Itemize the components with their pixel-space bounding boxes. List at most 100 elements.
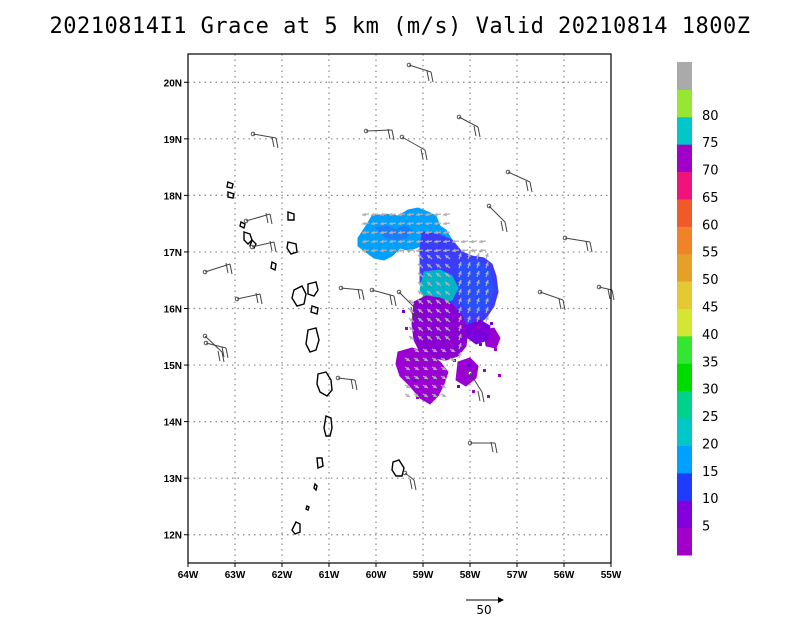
wind-vector-head (476, 253, 480, 257)
grid (188, 54, 611, 563)
wind-vector-head (485, 271, 489, 275)
wind-barb-staff (404, 472, 415, 481)
wind-barb-staff (398, 291, 416, 309)
wind-vector (422, 384, 429, 389)
wind-vector-head (380, 239, 384, 244)
island-outline (291, 521, 301, 535)
wind-vector (458, 270, 462, 278)
wind-vector (415, 239, 424, 244)
wind-vector-head (418, 291, 422, 295)
island-outline (243, 231, 253, 245)
wind-vector (458, 315, 462, 323)
wind-vector-head (458, 316, 462, 320)
island-outline (287, 211, 295, 221)
y-tick-label: 17N (164, 248, 182, 259)
wind-vector (449, 357, 456, 362)
wind-vector (370, 230, 379, 235)
y-tick-label: 19N (164, 135, 182, 146)
wind-vector (435, 317, 442, 323)
wind-vector-head (470, 248, 474, 253)
wind-vector-head (398, 230, 402, 235)
wind-vector-head (371, 212, 375, 217)
wind-vector-head (470, 239, 474, 244)
wind-vector-head (427, 291, 431, 295)
wind-vector (444, 254, 451, 260)
wind-vector (397, 221, 406, 226)
wind-barbs (202, 62, 615, 491)
wind-barb-feather (525, 180, 529, 192)
wind-vector (408, 299, 415, 305)
wind-vector (442, 221, 451, 226)
colorbar-label: 45 (702, 301, 719, 316)
wind-barb-feather (361, 289, 365, 301)
wind-vector-head (442, 393, 446, 397)
wind-vector (424, 239, 433, 244)
wind-vector-head (409, 327, 413, 331)
wind-vector-head (362, 239, 366, 244)
wind-vector-head (418, 255, 422, 259)
wind-vector (467, 288, 471, 296)
wind-vector (422, 366, 429, 371)
wind-barb-staff (539, 291, 564, 301)
wind-vector-head (406, 375, 410, 379)
wind-vector (485, 261, 489, 269)
wind-vector (440, 348, 447, 353)
colorbar-swatch (677, 89, 692, 118)
wind-barb-feather (529, 181, 533, 193)
wind-barb-staff (408, 64, 432, 73)
wind-barb (249, 240, 277, 253)
wind-barb-feather (490, 441, 494, 453)
echo-speckle (479, 343, 482, 346)
colorbar-swatch (677, 253, 692, 282)
colorbar-swatch (677, 390, 692, 419)
echo-speckle (431, 311, 434, 314)
wind-vector-head (445, 309, 449, 313)
plot-background (188, 54, 611, 563)
wind-barb-feather (585, 240, 589, 252)
x-tick-label: 61W (319, 570, 340, 581)
wind-barb-feather (426, 70, 430, 82)
island-outline (305, 505, 310, 511)
wind-vector (458, 297, 462, 305)
wind-vector-head (476, 298, 480, 302)
wind-vector-head (467, 271, 471, 275)
wind-vector-head (371, 221, 375, 226)
wind-vector (413, 393, 420, 398)
reference-vector: 50 (466, 597, 504, 617)
wind-vector (379, 248, 388, 253)
wind-vector (485, 288, 489, 296)
wind-barb-feather (391, 129, 395, 141)
wind-vector-head (407, 239, 411, 244)
wind-vector-head (458, 307, 462, 311)
wind-vector (361, 212, 370, 217)
wind-vector (426, 263, 433, 269)
wind-vector (404, 375, 411, 380)
island-outline (291, 285, 307, 307)
x-tick-label: 62W (272, 570, 293, 581)
wind-barb-feather (255, 292, 259, 304)
wind-barb (338, 285, 365, 301)
y-axis: 12N 13N 14N 15N 16N 17N 18N 19N 20N (164, 78, 188, 542)
wind-vector-head (389, 221, 393, 226)
wind-vector-head (442, 348, 446, 352)
wind-vector (458, 306, 462, 314)
echo-speckle (405, 327, 408, 330)
colorbar-label: 35 (702, 355, 719, 370)
island-outline (307, 281, 319, 297)
echo-region-5a (411, 295, 469, 361)
wind-vector-head (409, 300, 413, 304)
wind-vector-head (485, 307, 489, 311)
plot-area (188, 54, 611, 563)
colorbar-swatch (677, 445, 692, 474)
wind-vector (435, 299, 442, 305)
wind-vector (361, 230, 370, 235)
wind-barb-feather (473, 125, 477, 137)
island-coastlines (226, 181, 405, 535)
wind-vector (458, 333, 462, 341)
wind-vector (424, 212, 433, 217)
wind-vector (406, 212, 415, 217)
wind-vector-head (416, 239, 420, 244)
wind-vector (435, 290, 442, 296)
wind-vector (458, 324, 462, 332)
